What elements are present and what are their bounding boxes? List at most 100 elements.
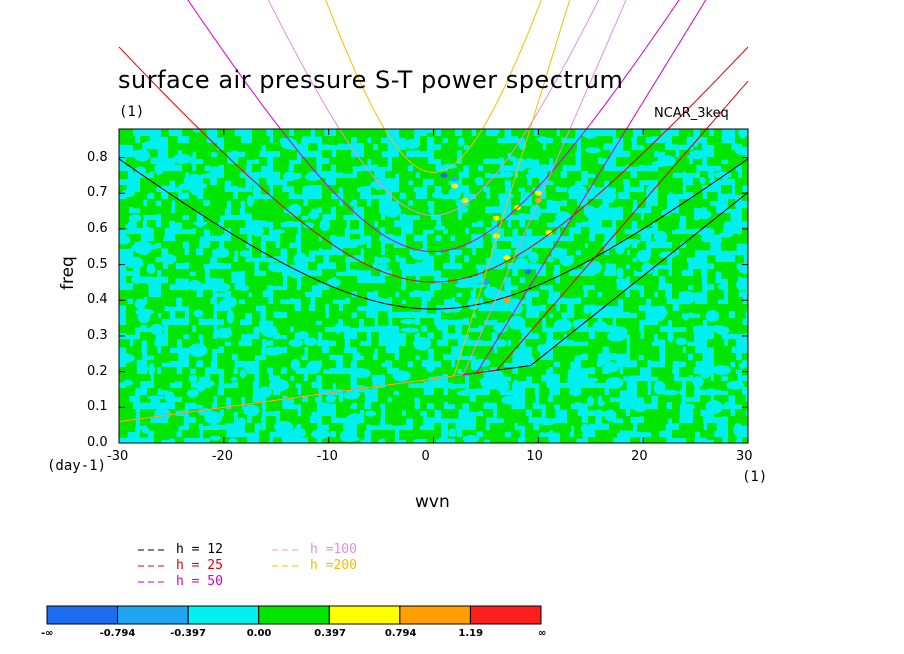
field-cell: [217, 150, 228, 160]
field-cell: [427, 430, 438, 440]
field-blob: [319, 219, 331, 232]
field-cell: [294, 353, 302, 363]
field-cell: [301, 171, 309, 181]
field-cell: [693, 234, 702, 242]
field-cell: [343, 164, 353, 174]
field-blob: [164, 391, 175, 403]
field-cell: [231, 325, 242, 334]
field-cell: [644, 395, 652, 404]
field-cell: [525, 185, 533, 193]
field-cell: [413, 409, 421, 419]
field-cell: [154, 227, 165, 237]
field-cell: [686, 423, 695, 431]
field-cell: [161, 430, 170, 440]
field-cell: [196, 255, 206, 264]
field-cell: [560, 360, 571, 370]
field-cell: [196, 206, 207, 214]
field-blob: [326, 278, 341, 288]
field-cell: [693, 220, 701, 229]
field-cell: [413, 304, 421, 312]
field-cell: [714, 143, 722, 152]
field-cell: [217, 297, 225, 305]
field-cell: [504, 367, 513, 377]
field-cell: [245, 374, 255, 382]
field-cell: [399, 290, 410, 300]
field-blob: [288, 339, 304, 347]
field-cell: [133, 318, 141, 328]
field-cell: [154, 206, 164, 215]
field-cell: [413, 164, 421, 173]
field-cell: [392, 381, 402, 391]
field-cell: [735, 297, 743, 307]
field-cell: [714, 304, 723, 314]
field-cell: [385, 276, 394, 285]
field-cell: [434, 346, 445, 355]
field-cell: [287, 353, 298, 362]
field-cell: [441, 241, 450, 249]
field-blob: [625, 238, 641, 245]
field-cell: [343, 283, 353, 292]
field-cell: [609, 430, 618, 438]
field-cell: [539, 290, 549, 299]
field-cell: [581, 227, 590, 235]
field-cell: [392, 157, 401, 166]
field-cell: [441, 367, 451, 375]
field-blob: [219, 298, 234, 309]
field-cell: [553, 171, 561, 181]
field-cell: [364, 206, 373, 216]
field-cell: [231, 402, 242, 412]
colorbar-label: ∞: [538, 628, 547, 639]
field-cell: [665, 150, 676, 158]
field-cell: [497, 402, 505, 410]
field-cell: [385, 437, 395, 443]
field-cell: [644, 150, 655, 159]
field-cell: [280, 157, 290, 166]
field-cell: [567, 395, 575, 404]
field-cell: [714, 220, 724, 230]
field-blob: [681, 403, 695, 411]
y-axis-label: freq: [58, 256, 78, 290]
field-cell: [364, 381, 373, 389]
field-cell: [140, 269, 150, 277]
field-cell: [336, 164, 346, 173]
field-cell: [742, 136, 748, 144]
field-cell: [560, 353, 571, 362]
field-cell: [217, 360, 228, 369]
field-cell: [329, 332, 338, 341]
field-cell: [182, 129, 191, 137]
field-cell: [532, 283, 541, 291]
field-cell: [189, 136, 199, 144]
field-cell: [336, 255, 346, 265]
field-cell: [462, 395, 470, 404]
field-cell: [224, 136, 234, 144]
field-cell: [546, 150, 556, 159]
field-cell: [539, 129, 549, 137]
field-cell: [371, 129, 380, 139]
field-cell: [469, 430, 477, 439]
field-cell: [651, 416, 660, 426]
field-cell: [168, 416, 178, 425]
field-cell: [700, 199, 711, 208]
field-cell: [378, 220, 387, 228]
field-cell: [280, 325, 291, 335]
field-cell: [203, 255, 211, 264]
field-cell: [427, 164, 436, 174]
field-cell: [203, 178, 211, 188]
field-cell: [483, 395, 491, 403]
field-cell: [420, 213, 431, 221]
field-cell: [406, 395, 415, 403]
field-blob: [287, 203, 302, 217]
field-cell: [266, 241, 276, 249]
field-cell: [595, 283, 604, 292]
x-tick-label: 10: [526, 449, 543, 464]
field-cell: [217, 402, 227, 410]
field-cell: [616, 290, 626, 300]
field-blob: [148, 363, 155, 376]
field-cell: [420, 276, 430, 286]
field-blob: [659, 251, 676, 259]
field-cell: [672, 185, 683, 194]
field-cell: [700, 311, 711, 320]
field-cell: [434, 227, 444, 236]
field-cell: [679, 262, 689, 270]
field-cell: [413, 220, 421, 228]
